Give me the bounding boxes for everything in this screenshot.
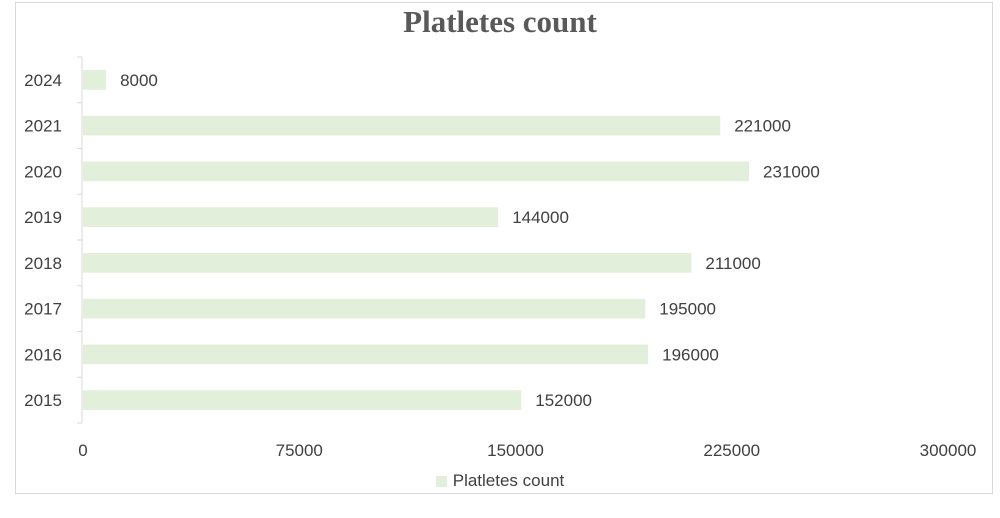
bar — [83, 115, 721, 136]
data-label: 196000 — [662, 345, 719, 364]
chart-title: Platletes count — [403, 4, 597, 39]
bar — [83, 344, 649, 365]
bar — [83, 70, 107, 90]
data-label: 211000 — [705, 254, 760, 273]
chart-legend: Platletes count — [0, 471, 1000, 491]
data-label: 152000 — [535, 391, 592, 410]
y-tick-label: 2024 — [24, 71, 62, 90]
data-label: 144000 — [512, 208, 569, 227]
x-tick-label: 150000 — [487, 441, 544, 460]
data-label: 221000 — [734, 117, 791, 136]
data-label: 231000 — [763, 162, 820, 181]
y-tick-label: 2017 — [24, 300, 62, 319]
bar — [83, 207, 499, 227]
x-tick-label: 75000 — [276, 441, 323, 460]
legend-label: Platletes count — [452, 471, 565, 490]
data-label: 195000 — [659, 300, 716, 319]
legend-swatch — [435, 476, 447, 487]
y-tick-label: 2021 — [24, 117, 62, 136]
data-label: 8000 — [120, 71, 158, 90]
x-tick-label: 225000 — [703, 441, 760, 460]
y-tick-label: 2016 — [24, 345, 62, 364]
y-tick-label: 2019 — [24, 208, 62, 227]
bar — [83, 298, 646, 319]
x-tick-label: 300000 — [920, 441, 977, 460]
x-tick-label: 0 — [78, 441, 87, 460]
y-tick-label: 2018 — [24, 254, 62, 273]
bar — [83, 390, 522, 410]
bar — [83, 253, 692, 273]
bar — [83, 161, 750, 182]
chart-frame — [15, 2, 993, 494]
y-tick-label: 2015 — [24, 391, 62, 410]
y-tick-label: 2020 — [24, 162, 62, 181]
